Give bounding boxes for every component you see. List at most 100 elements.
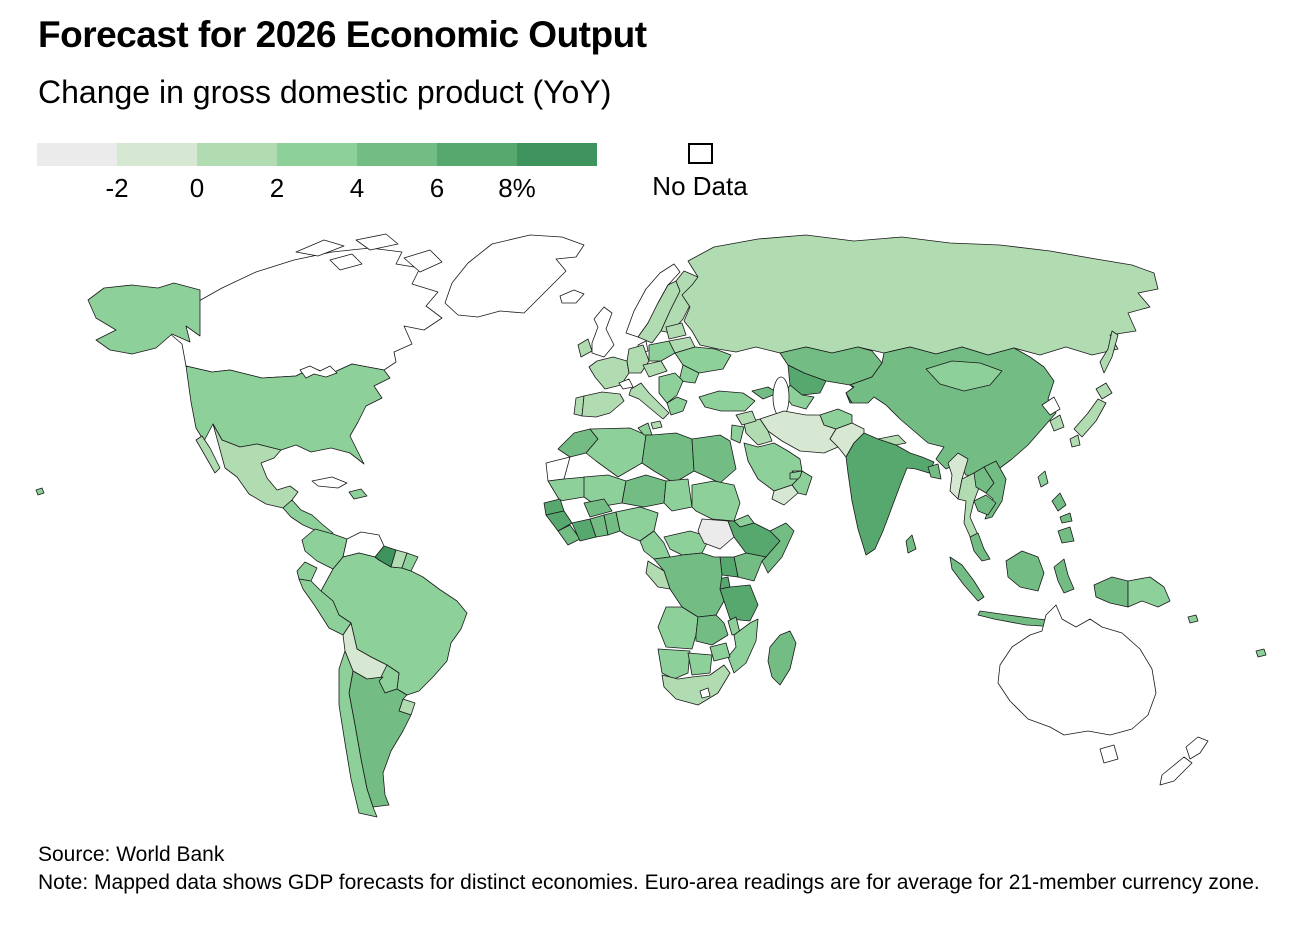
page-title: Forecast for 2026 Economic Output (38, 14, 647, 55)
country-sri-lanka (905, 534, 917, 554)
country-zambia (695, 614, 729, 646)
legend-tick: 4 (349, 173, 365, 203)
country-niger (621, 474, 667, 508)
island-hispaniola (348, 488, 368, 500)
country-nepal (877, 434, 907, 446)
region-jordan-israel (730, 424, 745, 444)
country-cambodia (973, 494, 997, 516)
country-spain (581, 391, 625, 418)
territory-french-guiana (401, 552, 419, 572)
country-greenland (444, 234, 585, 318)
legend-tick: 2 (269, 173, 285, 203)
country-saudi-arabia (743, 442, 803, 492)
country-switzerland (618, 378, 634, 390)
country-tanzania (719, 584, 759, 622)
country-south-korea (1049, 414, 1065, 432)
page-subtitle: Change in gross domestic product (YoY) (38, 74, 612, 110)
island-borneo (1005, 550, 1045, 592)
island-taiwan (1037, 470, 1049, 488)
caspian-sea (772, 376, 790, 418)
country-ecuador (296, 561, 318, 582)
world-choropleth-map (35, 233, 1267, 818)
country-india (845, 432, 935, 556)
country-cuba (311, 476, 348, 489)
legend-color-ramp (37, 143, 597, 166)
island-kyushu (1069, 434, 1081, 448)
region-baltics (665, 322, 687, 340)
country-italy (628, 382, 670, 420)
country-south-africa (661, 664, 731, 706)
country-malaysia (969, 532, 991, 562)
country-usa-alaska (87, 282, 201, 355)
island-mindanao (1057, 526, 1075, 544)
country-egypt (691, 434, 737, 484)
country-russia (681, 234, 1159, 356)
country-solomon-islands (1187, 614, 1199, 624)
country-canada (167, 247, 443, 379)
country-namibia (657, 648, 691, 680)
country-burkina-faso (583, 498, 613, 518)
legend-swatch-4-6 (357, 143, 437, 166)
country-canada-island (295, 239, 345, 257)
country-lesotho (699, 687, 711, 699)
island-hokkaido (1095, 382, 1113, 400)
country-mauritania (547, 476, 587, 502)
country-romania (678, 364, 700, 384)
legend-tick: 0 (189, 173, 205, 203)
island-nz-south (1159, 756, 1193, 786)
island-luzon (1051, 492, 1067, 512)
chart-footer: Source: World Bank Note: Mapped data sho… (38, 841, 1278, 897)
country-canada-island (403, 249, 443, 273)
country-libya (641, 432, 695, 484)
country-angola (657, 606, 699, 650)
country-australia (997, 604, 1157, 736)
country-canada-island (329, 253, 363, 271)
country-mexico (212, 423, 299, 509)
country-uk (591, 306, 615, 358)
country-usa (185, 363, 391, 465)
island-visayas (1059, 512, 1073, 524)
note-line: Note: Mapped data shows GDP forecasts fo… (38, 871, 1260, 894)
source-line: Source: World Bank (38, 843, 225, 866)
country-chile (338, 650, 378, 818)
region-central-america (282, 499, 334, 541)
legend-swatch-2-4 (277, 143, 357, 166)
great-lakes (299, 365, 338, 379)
country-mexico-baja (195, 435, 221, 474)
island-sicily (650, 420, 663, 430)
country-somalia (761, 522, 795, 574)
territory-western-sahara (545, 456, 571, 482)
island-sakhalin (1099, 330, 1119, 374)
region-central-europe (642, 360, 668, 378)
legend-swatch-below-minus2 (37, 143, 117, 166)
country-ireland (577, 338, 593, 358)
country-kenya (733, 552, 767, 582)
country-zimbabwe (709, 642, 731, 662)
country-yemen (771, 484, 799, 506)
legend-tick: 8% (498, 173, 536, 203)
country-sudan (691, 480, 741, 522)
country-greece (666, 396, 688, 416)
island-west-papua (1093, 576, 1129, 608)
color-legend: -2 0 2 4 6 8% (37, 143, 597, 205)
island-sumatra (949, 556, 985, 602)
no-data-key: No Data (642, 141, 758, 202)
legend-tick: -2 (105, 173, 129, 203)
legend-tick: 6 (429, 173, 445, 203)
country-mozambique (727, 618, 759, 674)
country-guyana (374, 545, 397, 568)
country-algeria (585, 427, 647, 478)
country-syria (735, 410, 757, 426)
no-data-label: No Data (652, 171, 748, 201)
country-vietnam (983, 460, 1007, 520)
islands-hawaii (35, 487, 45, 496)
island-honshu (1073, 398, 1107, 438)
country-iraq (743, 418, 773, 446)
island-sulawesi (1053, 558, 1075, 594)
country-botswana (687, 652, 713, 676)
legend-swatch-0-2 (197, 143, 277, 166)
country-iceland (559, 289, 585, 304)
country-canada-island (355, 233, 399, 251)
region-balkans (658, 372, 684, 404)
